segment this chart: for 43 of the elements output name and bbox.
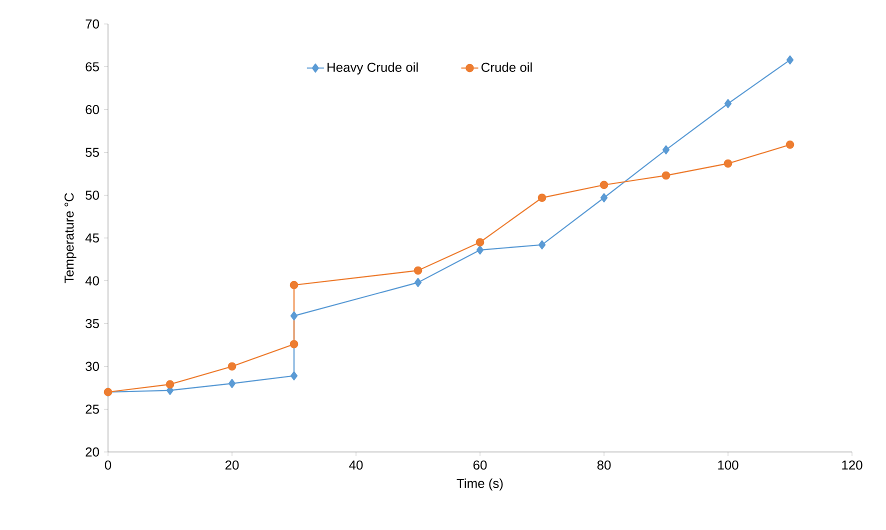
point xyxy=(414,266,422,275)
y-tick-label: 25 xyxy=(86,404,99,414)
y-tick-label: 55 xyxy=(86,148,99,157)
point xyxy=(600,193,608,202)
x-tick-label: 20 xyxy=(225,460,239,470)
x-tick-label: 0 xyxy=(104,460,112,470)
x-tick-label: 40 xyxy=(349,460,363,470)
x-tick-label: 100 xyxy=(718,460,738,470)
point xyxy=(538,240,546,250)
y-tick-label: 70 xyxy=(86,19,100,29)
y-tick-label: 60 xyxy=(86,104,100,114)
point xyxy=(166,380,174,389)
legend-label: Crude oil xyxy=(481,62,532,72)
point xyxy=(290,280,298,290)
point xyxy=(476,238,484,246)
x-tick-label: 60 xyxy=(473,460,487,470)
point xyxy=(786,55,794,65)
x-tick-label: 120 xyxy=(842,460,862,470)
y-tick-label: 30 xyxy=(86,362,100,371)
y-tick-label: 50 xyxy=(86,190,100,200)
point xyxy=(290,371,298,380)
point xyxy=(600,180,608,190)
point xyxy=(724,99,732,108)
y-tick-label: 65 xyxy=(86,62,99,72)
point xyxy=(724,159,732,168)
point xyxy=(476,245,484,255)
point xyxy=(228,362,236,371)
point xyxy=(538,194,546,202)
y-tick-label: 20 xyxy=(86,447,100,457)
point xyxy=(414,278,422,288)
legend-label: Heavy Crude oil xyxy=(328,62,418,74)
point xyxy=(290,340,298,348)
x-axis-title: Time (s) xyxy=(456,478,503,491)
point xyxy=(786,140,794,149)
y-tick-label: 35 xyxy=(86,318,99,328)
point xyxy=(662,145,670,154)
x-tick-label: 80 xyxy=(597,460,611,470)
point xyxy=(228,378,236,388)
y-tick-label: 40 xyxy=(85,276,100,286)
y-tick-label: 45 xyxy=(85,233,99,242)
y-axis-title: Temperature °C xyxy=(64,193,76,284)
point xyxy=(662,171,670,180)
point xyxy=(290,311,298,320)
